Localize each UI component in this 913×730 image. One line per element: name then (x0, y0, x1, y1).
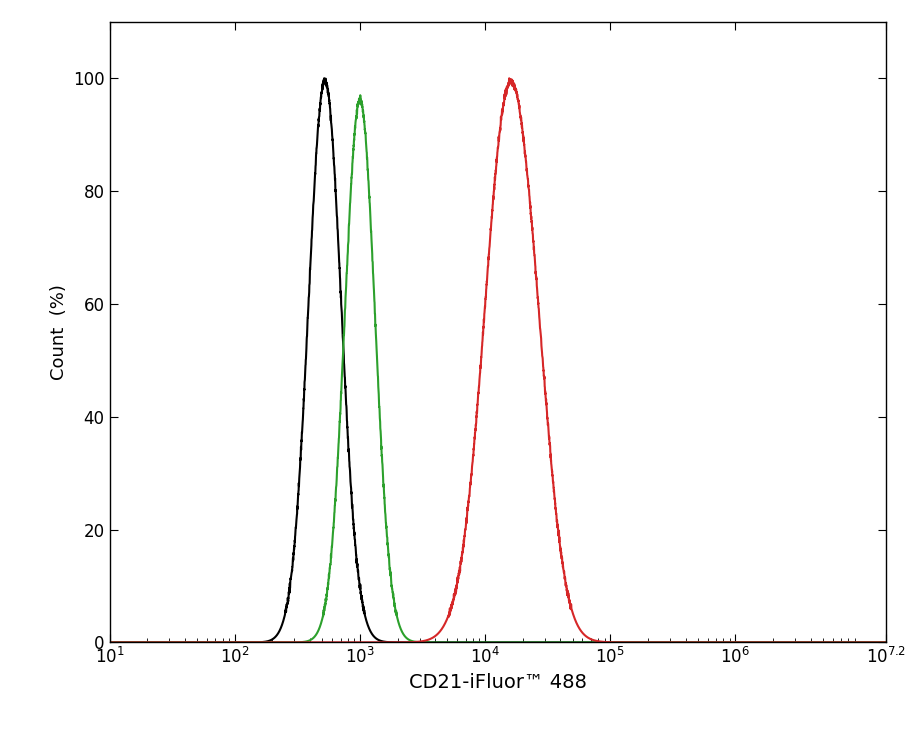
Y-axis label: Count  (%): Count (%) (49, 284, 68, 380)
X-axis label: CD21-iFluor™ 488: CD21-iFluor™ 488 (409, 673, 586, 692)
